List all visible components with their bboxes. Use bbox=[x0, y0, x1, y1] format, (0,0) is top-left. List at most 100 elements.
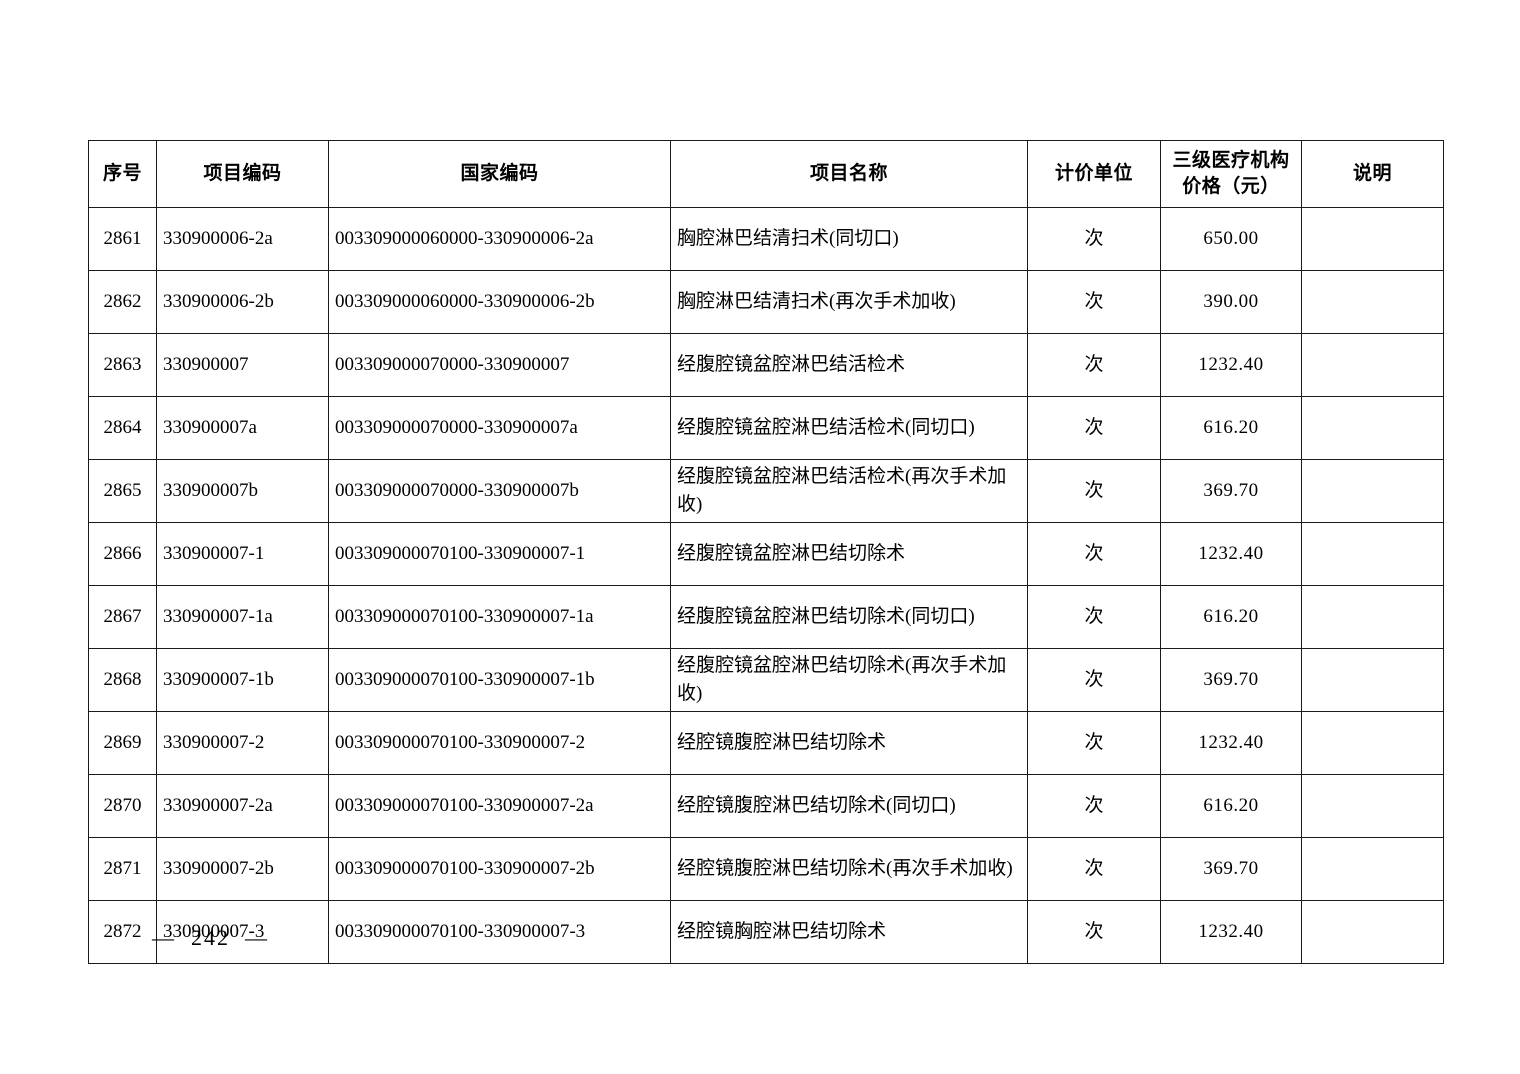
cell-seq: 2868 bbox=[88, 648, 157, 712]
cell-price: 1232.40 bbox=[1160, 711, 1302, 775]
cell-item-name: 经腹腔镜盆腔淋巴结切除术 bbox=[670, 522, 1028, 586]
table-row: 2864 330900007a 003309000070000-330900007a… bbox=[88, 396, 1444, 460]
cell-item-code: 330900007a bbox=[156, 396, 329, 460]
cell-note bbox=[1301, 585, 1444, 649]
cell-item-name: 经腔镜腹腔淋巴结切除术(同切口) bbox=[670, 774, 1028, 838]
cell-item-name: 经腹腔镜盆腔淋巴结切除术(同切口) bbox=[670, 585, 1028, 649]
cell-price: 616.20 bbox=[1160, 585, 1302, 649]
cell-item-code: 330900007-1b bbox=[156, 648, 329, 712]
cell-item-code: 330900007-2b bbox=[156, 837, 329, 901]
table-row: 2867 330900007-1a 003309000070100-33090000… bbox=[88, 585, 1444, 649]
cell-national-code: 003309000070100-330900007-2b bbox=[328, 837, 671, 901]
cell-note bbox=[1301, 396, 1444, 460]
cell-seq: 2862 bbox=[88, 270, 157, 334]
cell-item-name: 经腹腔镜盆腔淋巴结活检术 bbox=[670, 333, 1028, 397]
cell-note bbox=[1301, 207, 1444, 271]
cell-seq: 2869 bbox=[88, 711, 157, 775]
table-body: 2861 330900006-2a 003309000060000-33090000… bbox=[88, 207, 1444, 964]
table-row: 2872 330900007-3 003309000070100-330900007… bbox=[88, 900, 1444, 964]
table-row: 2868 330900007-1b 003309000070100-33090000… bbox=[88, 648, 1444, 712]
cell-national-code: 003309000070000-330900007a bbox=[328, 396, 671, 460]
cell-national-code: 003309000070100-330900007-3 bbox=[328, 900, 671, 964]
cell-unit: 次 bbox=[1027, 207, 1161, 271]
cell-item-code: 330900007-1a bbox=[156, 585, 329, 649]
cell-unit: 次 bbox=[1027, 837, 1161, 901]
cell-note bbox=[1301, 333, 1444, 397]
column-header-price-line2: 价格（元） bbox=[1182, 176, 1280, 197]
column-header-item-name: 项目名称 bbox=[670, 140, 1028, 208]
cell-note bbox=[1301, 711, 1444, 775]
cell-unit: 次 bbox=[1027, 711, 1161, 775]
cell-note bbox=[1301, 837, 1444, 901]
cell-seq: 2866 bbox=[88, 522, 157, 586]
table-row: 2869 330900007-2 003309000070100-330900007… bbox=[88, 711, 1444, 775]
cell-unit: 次 bbox=[1027, 459, 1161, 523]
table-row: 2862 330900006-2b 003309000060000-33090000… bbox=[88, 270, 1444, 334]
cell-unit: 次 bbox=[1027, 396, 1161, 460]
column-header-seq: 序号 bbox=[88, 140, 157, 208]
column-header-note: 说明 bbox=[1301, 140, 1444, 208]
table-row: 2861 330900006-2a 003309000060000-33090000… bbox=[88, 207, 1444, 271]
cell-item-code: 330900007-1 bbox=[156, 522, 329, 586]
page-number-footer: — 242 — bbox=[152, 925, 269, 950]
cell-seq: 2867 bbox=[88, 585, 157, 649]
cell-unit: 次 bbox=[1027, 585, 1161, 649]
table-row: 2866 330900007-1 003309000070100-330900007… bbox=[88, 522, 1444, 586]
cell-unit: 次 bbox=[1027, 270, 1161, 334]
cell-seq: 2865 bbox=[88, 459, 157, 523]
table-header-row: 序号 项目编码 国家编码 项目名称 计价单位 三级医疗机构 价格（元） 说明 bbox=[88, 140, 1444, 208]
table-row: 2863 330900007 003309000070000-330900007 经腹… bbox=[88, 333, 1444, 397]
cell-national-code: 003309000070100-330900007-1a bbox=[328, 585, 671, 649]
cell-item-name: 经腔镜腹腔淋巴结切除术 bbox=[670, 711, 1028, 775]
column-header-unit: 计价单位 bbox=[1027, 140, 1161, 208]
cell-item-name: 经腹腔镜盆腔淋巴结活检术(再次手术加收) bbox=[670, 459, 1028, 523]
cell-item-name: 经腔镜胸腔淋巴结切除术 bbox=[670, 900, 1028, 964]
cell-national-code: 003309000070100-330900007-2a bbox=[328, 774, 671, 838]
cell-national-code: 003309000060000-330900006-2b bbox=[328, 270, 671, 334]
cell-price: 616.20 bbox=[1160, 774, 1302, 838]
cell-national-code: 003309000070100-330900007-1 bbox=[328, 522, 671, 586]
cell-item-name: 经腹腔镜盆腔淋巴结活检术(同切口) bbox=[670, 396, 1028, 460]
table-row: 2865 330900007b 003309000070000-330900007b… bbox=[88, 459, 1444, 523]
cell-price: 1232.40 bbox=[1160, 333, 1302, 397]
cell-item-code: 330900007b bbox=[156, 459, 329, 523]
cell-price: 1232.40 bbox=[1160, 900, 1302, 964]
cell-item-name: 经腹腔镜盆腔淋巴结切除术(再次手术加收) bbox=[670, 648, 1028, 712]
cell-item-code: 330900007-2a bbox=[156, 774, 329, 838]
cell-note bbox=[1301, 522, 1444, 586]
medical-price-table: 序号 项目编码 国家编码 项目名称 计价单位 三级医疗机构 价格（元） 说明 2… bbox=[88, 140, 1444, 964]
cell-item-code: 330900006-2b bbox=[156, 270, 329, 334]
cell-item-name: 胸腔淋巴结清扫术(同切口) bbox=[670, 207, 1028, 271]
table-header: 序号 项目编码 国家编码 项目名称 计价单位 三级医疗机构 价格（元） 说明 bbox=[88, 140, 1444, 208]
column-header-price-line1: 三级医疗机构 bbox=[1172, 150, 1290, 171]
cell-unit: 次 bbox=[1027, 522, 1161, 586]
cell-unit: 次 bbox=[1027, 648, 1161, 712]
cell-note bbox=[1301, 648, 1444, 712]
cell-price: 369.70 bbox=[1160, 459, 1302, 523]
cell-price: 616.20 bbox=[1160, 396, 1302, 460]
cell-item-name: 胸腔淋巴结清扫术(再次手术加收) bbox=[670, 270, 1028, 334]
cell-note bbox=[1301, 774, 1444, 838]
cell-unit: 次 bbox=[1027, 333, 1161, 397]
cell-national-code: 003309000060000-330900006-2a bbox=[328, 207, 671, 271]
cell-seq: 2870 bbox=[88, 774, 157, 838]
column-header-item-code: 项目编码 bbox=[156, 140, 329, 208]
cell-item-code: 330900007-3 bbox=[156, 900, 329, 964]
cell-note bbox=[1301, 459, 1444, 523]
cell-price: 1232.40 bbox=[1160, 522, 1302, 586]
cell-national-code: 003309000070100-330900007-1b bbox=[328, 648, 671, 712]
cell-seq: 2863 bbox=[88, 333, 157, 397]
cell-unit: 次 bbox=[1027, 774, 1161, 838]
cell-seq: 2871 bbox=[88, 837, 157, 901]
cell-national-code: 003309000070100-330900007-2 bbox=[328, 711, 671, 775]
cell-note bbox=[1301, 270, 1444, 334]
cell-price: 369.70 bbox=[1160, 837, 1302, 901]
cell-national-code: 003309000070000-330900007 bbox=[328, 333, 671, 397]
cell-note bbox=[1301, 900, 1444, 964]
column-header-national-code: 国家编码 bbox=[328, 140, 671, 208]
cell-price: 650.00 bbox=[1160, 207, 1302, 271]
cell-price: 390.00 bbox=[1160, 270, 1302, 334]
cell-item-name: 经腔镜腹腔淋巴结切除术(再次手术加收) bbox=[670, 837, 1028, 901]
cell-seq: 2864 bbox=[88, 396, 157, 460]
